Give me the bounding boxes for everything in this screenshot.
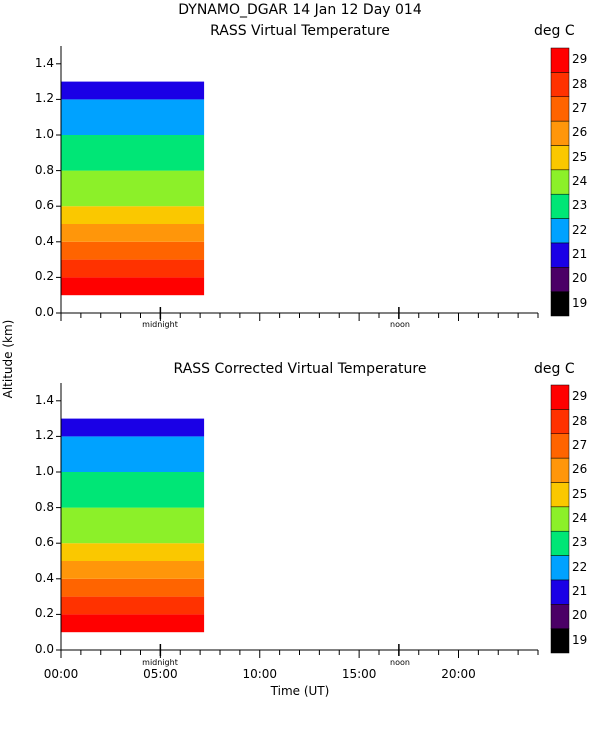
top-colorbar-unit: deg C <box>534 23 575 39</box>
top-midnight-marker: midnight <box>142 320 178 329</box>
top-band-7 <box>61 99 205 135</box>
top-colorbar-label: 28 <box>572 76 588 91</box>
bottom-band-4 <box>61 543 205 561</box>
bottom-band-1 <box>61 596 205 615</box>
y-axis-label: Altitude (km) <box>1 319 15 399</box>
bottom-band-7 <box>61 436 205 472</box>
bottom-y-tick-label: 0.2 <box>34 606 54 621</box>
top-colorbar-swatch-8 <box>550 96 570 122</box>
bottom-colorbar-label: 21 <box>572 584 588 599</box>
bottom-colorbar-swatch-6 <box>550 482 570 508</box>
bottom-x-tick-label: 20:00 <box>441 667 476 681</box>
bottom-colorbar-label: 22 <box>572 559 588 574</box>
top-colorbar-swatch-2 <box>550 242 570 268</box>
top-colorbar-label: 25 <box>572 149 588 164</box>
x-axis-label: Time (UT) <box>270 684 330 698</box>
top-y-tick-label: 1.4 <box>34 55 54 70</box>
bottom-colorbar-label: 26 <box>572 462 588 477</box>
top-band-8 <box>61 81 205 100</box>
top-colorbar-swatch-9 <box>550 72 570 97</box>
bottom-colorbar-unit: deg C <box>534 361 575 377</box>
top-band-4 <box>61 206 205 224</box>
bottom-colorbar-swatch-1 <box>550 604 570 629</box>
top-noon-marker: noon <box>390 320 410 329</box>
bottom-band-5 <box>61 507 205 544</box>
top-colorbar-label: 27 <box>572 100 588 115</box>
top-colorbar-label: 24 <box>572 174 588 188</box>
bottom-y-tick-label: 0.6 <box>34 535 54 550</box>
top-colorbar-swatch-1 <box>550 267 570 292</box>
bottom-colorbar-label: 19 <box>572 632 588 647</box>
bottom-band-2 <box>61 578 205 597</box>
top-band-2 <box>61 241 205 260</box>
bottom-x-tick-label: 05:00 <box>143 667 178 681</box>
bottom-colorbar-swatch-9 <box>550 409 570 434</box>
top-colorbar-swatch-4 <box>550 193 570 219</box>
top-y-tick-label: 0.6 <box>34 198 54 213</box>
bottom-noon-marker: noon <box>390 658 410 667</box>
top-colorbar-swatch-3 <box>550 218 570 244</box>
bottom-y-tick-label: 0.4 <box>34 570 54 585</box>
bottom-x-tick-label: 10:00 <box>242 667 278 681</box>
top-colorbar-swatch-0 <box>550 291 570 317</box>
top-y-tick-label: 0.4 <box>34 233 54 248</box>
top-colorbar-label: 23 <box>572 198 588 213</box>
top-band-0 <box>61 277 205 296</box>
bottom-colorbar-swatch-2 <box>550 579 570 605</box>
bottom-chart-title: RASS Corrected Virtual Temperature <box>173 361 427 377</box>
top-colorbar-swatch-7 <box>550 120 570 146</box>
top-band-5 <box>61 170 205 207</box>
bottom-colorbar-label: 20 <box>572 608 588 623</box>
bottom-y-tick-label: 1.0 <box>34 464 54 478</box>
bottom-band-8 <box>61 418 205 437</box>
bottom-colorbar-label: 24 <box>572 511 588 525</box>
bottom-colorbar-swatch-5 <box>550 506 570 532</box>
top-colorbar-label: 21 <box>572 247 588 262</box>
top-y-tick-label: 1.2 <box>34 91 54 106</box>
top-colorbar-swatch-10 <box>550 47 570 73</box>
bottom-midnight-marker: midnight <box>142 658 178 667</box>
top-band-1 <box>61 259 205 278</box>
top-y-tick-label: 0.2 <box>34 269 54 284</box>
top-band-3 <box>61 224 205 242</box>
bottom-colorbar-swatch-10 <box>550 384 570 410</box>
bottom-x-tick-label: 00:00 <box>43 667 79 681</box>
top-colorbar-label: 19 <box>572 295 588 310</box>
bottom-colorbar-swatch-7 <box>550 457 570 483</box>
top-colorbar-label: 26 <box>572 125 588 140</box>
bottom-colorbar-swatch-8 <box>550 433 570 459</box>
bottom-band-6 <box>61 472 205 508</box>
bottom-colorbar-label: 23 <box>572 535 588 550</box>
bottom-colorbar-swatch-4 <box>550 530 570 556</box>
top-colorbar-label: 29 <box>572 52 588 67</box>
top-y-tick-label: 0.8 <box>34 162 54 177</box>
bottom-y-tick-label: 0.0 <box>34 642 54 656</box>
bottom-colorbar-swatch-0 <box>550 628 570 654</box>
top-colorbar-label: 22 <box>572 222 588 237</box>
bottom-colorbar-label: 29 <box>572 389 588 404</box>
bottom-colorbar-label: 25 <box>572 486 588 501</box>
bottom-colorbar-label: 27 <box>572 437 588 452</box>
bottom-colorbar-label: 28 <box>572 413 588 428</box>
top-colorbar-swatch-5 <box>550 169 570 195</box>
bottom-y-tick-label: 0.8 <box>34 499 54 514</box>
page-title: DYNAMO_DGAR 14 Jan 12 Day 014 <box>178 2 422 18</box>
bottom-y-tick-label: 1.4 <box>34 392 54 407</box>
bottom-colorbar-swatch-3 <box>550 555 570 581</box>
top-chart-title: RASS Virtual Temperature <box>210 23 390 39</box>
top-band-6 <box>61 135 205 171</box>
bottom-band-0 <box>61 614 205 633</box>
top-colorbar-swatch-6 <box>550 145 570 171</box>
top-colorbar-label: 20 <box>572 271 588 286</box>
bottom-y-tick-label: 1.2 <box>34 428 54 443</box>
bottom-band-3 <box>61 561 205 579</box>
bottom-x-tick-label: 15:00 <box>341 667 377 681</box>
top-y-tick-label: 1.0 <box>34 127 54 141</box>
top-y-tick-label: 0.0 <box>34 305 54 319</box>
